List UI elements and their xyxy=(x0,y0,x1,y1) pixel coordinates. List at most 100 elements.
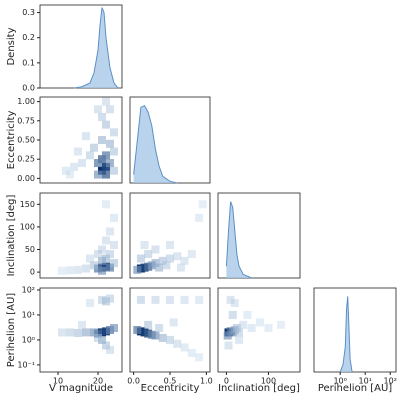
hist-cell xyxy=(158,333,167,342)
x-tick-label: 10⁰ xyxy=(333,377,346,386)
kde-fill xyxy=(133,105,178,183)
hist-cell xyxy=(86,299,94,308)
y-tick-label: 0.50 xyxy=(17,136,35,145)
hist-cell xyxy=(102,200,110,209)
panel-frame xyxy=(39,287,123,373)
y-tick-label: 0.75 xyxy=(17,116,35,125)
panel-frame xyxy=(313,287,397,373)
x-tick-label: 20 xyxy=(93,377,103,386)
y-tick-label: 0.0 xyxy=(22,84,35,93)
hist-cell xyxy=(86,254,94,263)
hist-cell xyxy=(106,345,114,354)
hist-cell xyxy=(155,263,164,272)
hist-cell xyxy=(94,250,102,259)
y-axis-label: Perihelion [AU] xyxy=(6,293,17,367)
hist-cell xyxy=(78,320,86,329)
kde-line xyxy=(225,201,252,279)
hist-cell xyxy=(166,240,174,249)
y-axis-label: Inclination [deg] xyxy=(6,195,17,277)
hist-cell xyxy=(66,170,74,179)
hist-cell xyxy=(90,328,98,337)
hist-cell xyxy=(74,328,82,337)
y-tick-label: 10⁻¹ xyxy=(17,360,35,369)
hist-cell xyxy=(106,105,114,114)
hist-cell xyxy=(102,120,110,129)
x-tick-label: 10¹ xyxy=(359,377,372,386)
kde-line xyxy=(73,7,119,89)
hist-cell xyxy=(151,259,160,268)
hist-cell xyxy=(110,166,118,175)
hist-cell xyxy=(256,318,265,327)
x-tick-label: 1.0 xyxy=(200,377,213,386)
hist-cell xyxy=(264,324,273,333)
y-tick-label: 50 xyxy=(25,245,35,254)
kde-fill xyxy=(74,7,118,88)
hist-cell xyxy=(180,295,189,304)
hist-cell xyxy=(158,256,167,265)
hist-cell xyxy=(110,128,118,137)
y-tick-label: 0.00 xyxy=(17,174,35,183)
hist-cell xyxy=(144,320,153,329)
kde-fill xyxy=(226,201,252,278)
panel-frame xyxy=(217,192,301,279)
hist-cell xyxy=(166,295,174,304)
panel-frame xyxy=(217,287,301,373)
hist-cell xyxy=(106,159,114,168)
hist-cell xyxy=(195,295,204,304)
hist-cell xyxy=(98,112,106,121)
hist-cell xyxy=(74,265,82,274)
hist-cell xyxy=(82,132,90,141)
hist-cell xyxy=(140,240,149,249)
hist-cell xyxy=(224,341,233,350)
hist-cell xyxy=(166,335,174,344)
hist-cell xyxy=(58,266,66,275)
hist-cell xyxy=(94,170,102,179)
hist-cell xyxy=(223,331,232,340)
hist-cell xyxy=(151,331,160,340)
hist-cell xyxy=(82,264,90,273)
hist-cell xyxy=(106,250,114,259)
y-axis-label: Eccentricity xyxy=(6,111,17,170)
hist-cell xyxy=(155,324,164,333)
y-tick-label: 0.3 xyxy=(22,8,35,17)
hist-cell xyxy=(226,295,235,304)
hist-cell xyxy=(110,213,118,222)
hist-cell xyxy=(162,261,171,270)
hist-cell xyxy=(235,335,244,344)
x-tick-label: 0 xyxy=(224,377,229,386)
y-tick-label: 0.1 xyxy=(22,58,35,67)
hist-cell xyxy=(133,325,142,334)
hist-cell xyxy=(90,143,98,152)
x-tick-label: 100 xyxy=(261,377,276,386)
hist-cell xyxy=(176,263,185,272)
hist-cell xyxy=(239,320,248,329)
kde-line xyxy=(133,104,178,184)
hist-cell xyxy=(151,295,160,304)
hist-cell xyxy=(98,266,106,275)
hist-cell xyxy=(86,151,94,160)
hist-cell xyxy=(106,227,114,236)
hist-cell xyxy=(110,147,118,156)
hist-cell xyxy=(58,328,66,337)
x-axis-label: Perihelion [AU] xyxy=(318,383,392,394)
x-tick-label: 0.5 xyxy=(164,377,177,386)
y-axis-label: Density xyxy=(6,27,17,65)
hist-cell xyxy=(102,97,110,106)
hist-cell xyxy=(70,162,78,171)
hist-cell xyxy=(195,213,204,222)
hist-cell xyxy=(180,343,189,352)
hist-cell xyxy=(173,252,182,261)
hist-cell xyxy=(106,294,114,303)
hist-cell xyxy=(136,295,145,304)
hist-cell xyxy=(144,250,153,259)
y-tick-label: 10⁰ xyxy=(22,335,35,344)
hist-cell xyxy=(166,254,174,263)
hist-cell xyxy=(173,339,182,348)
hist-cell xyxy=(110,259,118,268)
hist-cell xyxy=(90,261,98,270)
y-tick-label: 0 xyxy=(30,268,35,277)
x-axis-label: Eccentricity xyxy=(141,383,200,394)
x-tick-label: 10 xyxy=(53,377,63,386)
hist-cell xyxy=(74,147,82,156)
